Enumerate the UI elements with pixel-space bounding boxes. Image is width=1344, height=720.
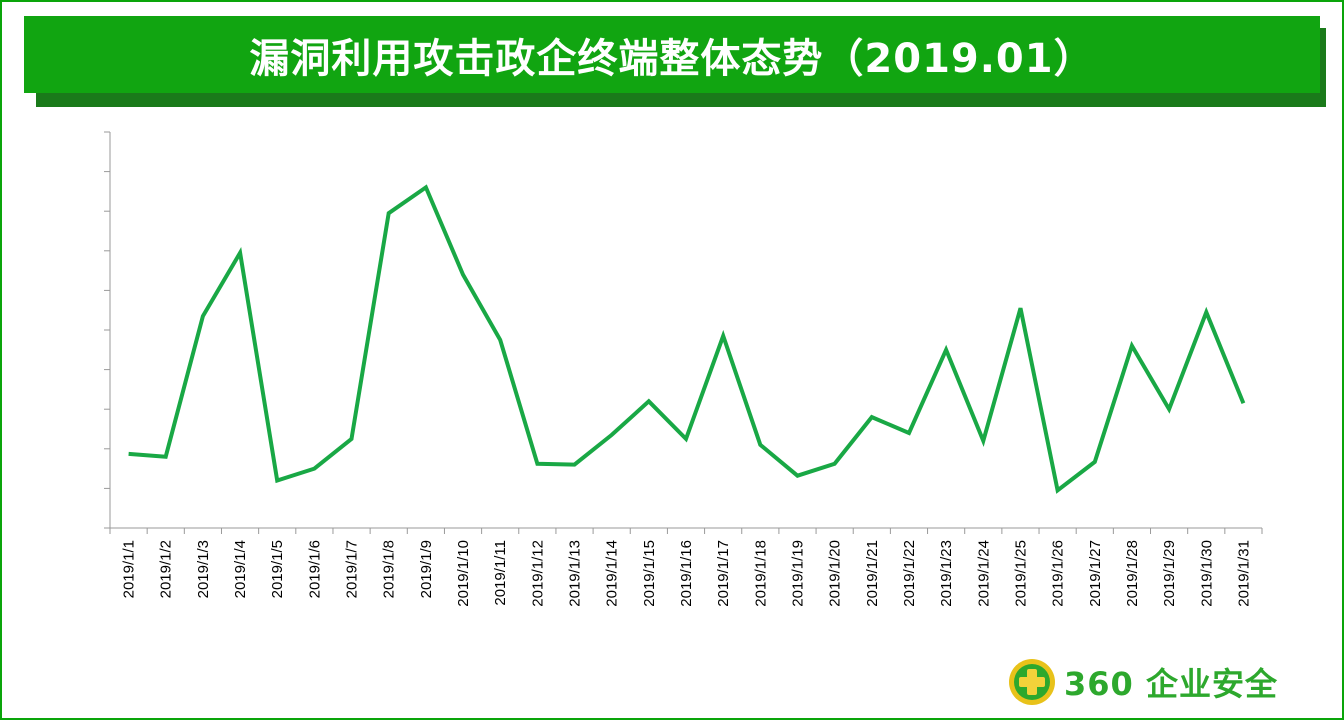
- x-tick-label: 2019/1/17: [715, 540, 732, 607]
- x-tick-label: 2019/1/27: [1087, 540, 1104, 607]
- title-banner: 漏洞利用攻击政企终端整体态势（2019.01）: [24, 16, 1320, 93]
- x-tick-label: 2019/1/30: [1198, 540, 1215, 607]
- x-tick-label: 2019/1/31: [1235, 540, 1252, 607]
- brand-logo: 360 企业安全: [1006, 657, 1278, 707]
- x-tick-label: 2019/1/20: [827, 540, 844, 607]
- x-tick-label: 2019/1/26: [1050, 540, 1067, 607]
- x-tick-label: 2019/1/6: [306, 540, 323, 598]
- x-tick-label: 2019/1/1: [121, 540, 138, 598]
- x-axis: [109, 527, 1263, 534]
- x-tick-label: 2019/1/3: [195, 540, 212, 598]
- x-tick-label: 2019/1/11: [492, 540, 509, 606]
- x-tick-label: 2019/1/15: [641, 540, 658, 607]
- x-tick-label: 2019/1/5: [269, 540, 286, 598]
- x-tick-label: 2019/1/23: [938, 540, 955, 607]
- x-tick-label: 2019/1/29: [1161, 540, 1178, 607]
- x-tick-label: 2019/1/19: [789, 540, 806, 607]
- series-line: [128, 184, 1246, 494]
- series-group: [128, 184, 1246, 494]
- y-axis: [104, 131, 111, 529]
- x-tick-label: 2019/1/12: [529, 540, 546, 607]
- x-tick-label: 2019/1/8: [381, 540, 398, 598]
- x-tick-label: 2019/1/9: [418, 540, 435, 598]
- x-tick-label: 2019/1/7: [344, 540, 361, 598]
- x-tick-label: 2019/1/18: [752, 540, 769, 607]
- plus-shield-icon: [1009, 659, 1055, 705]
- x-tick-label: 2019/1/24: [975, 540, 992, 607]
- x-tick-labels: 2019/1/1 2019/1/2 2019/1/3 2019/1/4 2019/1/5…: [121, 540, 1253, 607]
- x-tick-label: 2019/1/16: [678, 540, 695, 607]
- x-tick-label: 2019/1/2: [158, 540, 175, 598]
- chart-title: 漏洞利用攻击政企终端整体态势（2019.01）: [249, 35, 1095, 82]
- x-tick-label: 2019/1/28: [1124, 540, 1141, 607]
- x-tick-label: 2019/1/22: [901, 540, 918, 607]
- x-tick-label: 2019/1/14: [604, 540, 621, 607]
- x-tick-label: 2019/1/10: [455, 540, 472, 607]
- x-tick-label: 2019/1/25: [1012, 540, 1029, 607]
- x-tick-label: 2019/1/21: [864, 540, 881, 607]
- x-tick-label: 2019/1/13: [567, 540, 584, 607]
- logo-text: 360 企业安全: [1064, 665, 1278, 703]
- x-tick-label: 2019/1/4: [232, 540, 249, 598]
